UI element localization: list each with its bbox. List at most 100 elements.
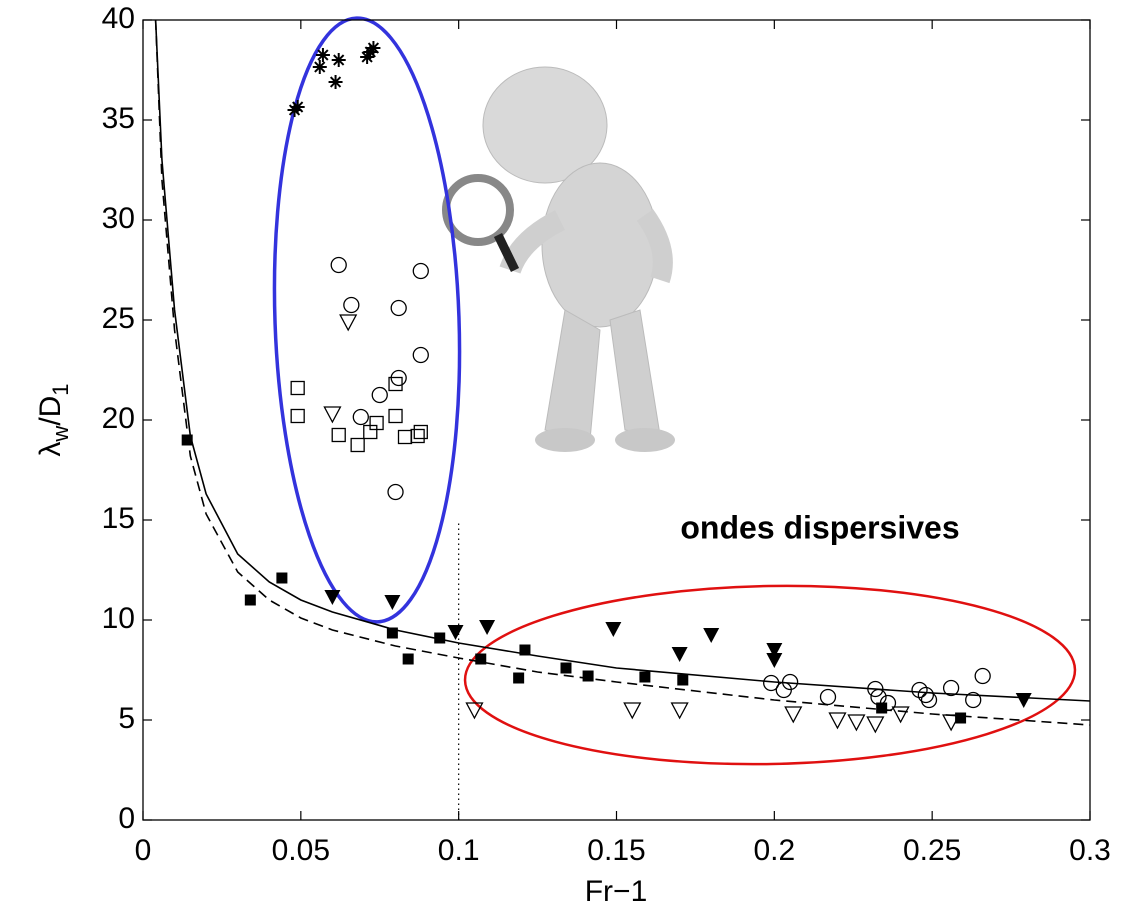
marker-square — [402, 653, 414, 665]
y-tick-label: 15 — [102, 502, 135, 535]
fit-curve — [154, 19, 1091, 726]
marker-circle — [412, 262, 429, 280]
marker-square — [475, 653, 487, 665]
marker-square — [181, 434, 193, 446]
marker-square — [582, 670, 594, 682]
y-tick-label: 30 — [102, 202, 135, 235]
fit-curve — [154, 19, 1091, 702]
x-tick-label: 0.05 — [272, 834, 330, 867]
marker-circle — [965, 691, 982, 709]
marker-triangle — [339, 314, 358, 332]
y-tick-label: 0 — [118, 802, 135, 835]
y-axis-label: λw/D1 — [34, 383, 73, 456]
marker-asterisk — [328, 75, 343, 89]
y-tick-label: 40 — [102, 2, 135, 35]
marker-circle — [390, 299, 407, 317]
marker-square — [244, 594, 256, 606]
y-tick-label: 20 — [102, 402, 135, 435]
marker-square — [290, 380, 305, 396]
marker-circle — [911, 681, 928, 699]
marker-asterisk — [290, 100, 305, 114]
marker-asterisk — [315, 48, 330, 62]
marker-circle — [412, 346, 429, 364]
marker-square — [331, 427, 346, 443]
marker-square — [410, 428, 425, 444]
marker-circle — [920, 691, 938, 709]
marker-circle — [974, 667, 991, 685]
marker-triangle — [1015, 693, 1032, 708]
marker-triangle — [866, 716, 885, 734]
marker-triangle — [942, 714, 961, 732]
marker-square — [369, 415, 384, 431]
marker-circle — [352, 408, 369, 426]
marker-triangle — [766, 643, 783, 658]
marker-asterisk — [331, 53, 346, 67]
marker-circle — [879, 694, 897, 712]
marker-triangle — [623, 702, 642, 720]
marker-circle — [343, 296, 360, 314]
marker-circle — [781, 673, 799, 691]
x-axis-label: Fr−1 — [585, 875, 648, 908]
annotation: ondes dispersives — [680, 509, 959, 545]
highlight-ellipse — [272, 16, 462, 624]
marker-triangle — [605, 622, 622, 637]
marker-triangle — [828, 712, 847, 730]
highlight-ellipse — [463, 584, 1077, 766]
marker-square — [290, 408, 305, 424]
marker-square — [677, 674, 689, 686]
marker-asterisk — [360, 50, 375, 64]
marker-circle — [870, 688, 887, 706]
marker-square — [519, 644, 531, 656]
y-label-part: λ — [34, 442, 67, 457]
y-tick-label: 10 — [102, 602, 135, 635]
marker-asterisk — [312, 60, 327, 74]
x-tick-label: 0.2 — [753, 834, 795, 867]
x-tick-label: 0 — [135, 834, 152, 867]
marker-circle — [867, 680, 884, 698]
marker-circle — [763, 674, 780, 692]
x-tick-label: 0.25 — [903, 834, 961, 867]
marker-circle — [371, 386, 388, 404]
marker-square — [386, 627, 398, 639]
y-tick-label: 35 — [102, 102, 135, 135]
marker-square — [413, 424, 428, 440]
marker-square — [388, 376, 403, 392]
marker-triangle — [784, 706, 803, 724]
marker-square — [397, 429, 413, 445]
marker-square — [639, 671, 651, 683]
marker-square — [388, 408, 403, 424]
marker-circle — [819, 688, 837, 706]
marker-circle — [330, 256, 347, 274]
illustration — [432, 60, 710, 478]
marker-square — [560, 662, 572, 674]
marker-circle — [917, 686, 935, 704]
marker-triangle — [479, 620, 496, 635]
marker-triangle — [465, 702, 484, 720]
y-label-subscript: 1 — [48, 383, 73, 395]
marker-circle — [387, 483, 404, 501]
marker-asterisk — [366, 41, 381, 55]
marker-square — [434, 632, 446, 644]
marker-triangle — [384, 595, 401, 610]
marker-triangle — [670, 702, 689, 720]
marker-triangle — [891, 706, 910, 724]
marker-triangle — [671, 647, 688, 662]
marker-square — [276, 572, 288, 584]
x-tick-label: 0.15 — [587, 834, 645, 867]
marker-square — [350, 437, 365, 453]
marker-triangle — [447, 625, 464, 640]
x-tick-label: 0.1 — [438, 834, 480, 867]
y-label-part: /D — [34, 396, 67, 426]
marker-triangle — [323, 406, 342, 424]
y-label-subscript: w — [48, 426, 73, 443]
marker-triangle — [703, 628, 720, 643]
marker-square — [955, 712, 967, 724]
plot-frame — [142, 19, 1091, 821]
marker-triangle — [324, 590, 341, 605]
y-tick-label: 25 — [102, 302, 135, 335]
marker-square — [513, 672, 525, 684]
marker-circle — [942, 679, 960, 697]
marker-triangle — [847, 714, 866, 732]
